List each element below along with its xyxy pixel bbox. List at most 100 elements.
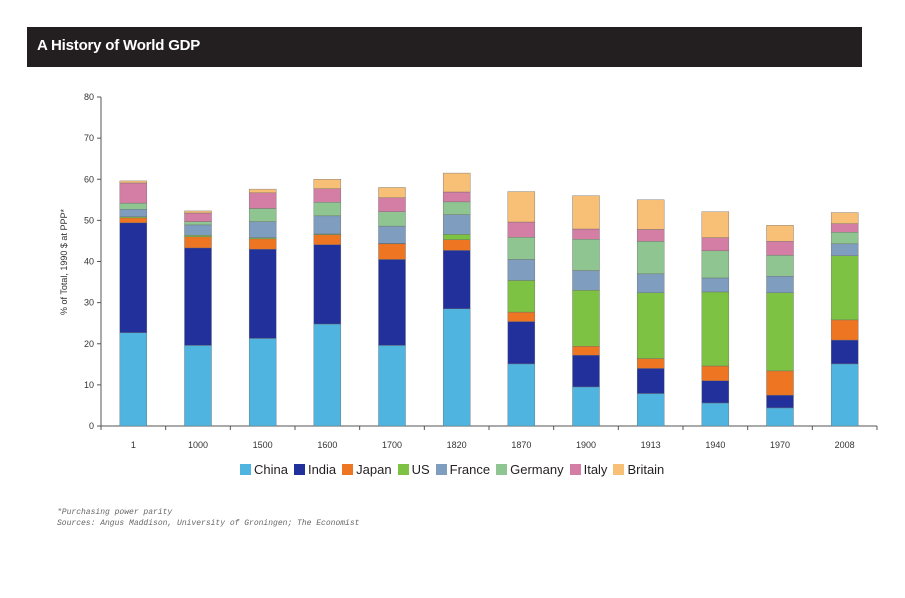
bar-segment-france-1940 bbox=[701, 277, 730, 293]
x-tick-label: 1500 bbox=[253, 440, 273, 450]
legend-label: Germany bbox=[510, 462, 564, 477]
y-tick-label: 70 bbox=[84, 133, 94, 143]
bar-segment-japan-1913 bbox=[636, 358, 665, 369]
bar-segment-france-1870 bbox=[507, 259, 536, 281]
bar-segment-britain-1970 bbox=[766, 225, 794, 242]
bar-segment-japan-2008 bbox=[830, 319, 859, 341]
bar-segment-italy-1900 bbox=[572, 228, 600, 240]
bar-segment-france-1820 bbox=[442, 214, 471, 235]
bar-segment-britain-1600 bbox=[313, 179, 342, 189]
legend-item-japan: Japan bbox=[342, 462, 392, 477]
bar-segment-germany-2008 bbox=[830, 232, 859, 245]
bar-segment-china-2008 bbox=[830, 363, 859, 427]
bar-segment-germany-1000 bbox=[184, 221, 212, 226]
bar-segment-us-1940 bbox=[701, 291, 730, 367]
bar-segment-japan-1970 bbox=[766, 370, 794, 396]
x-tick-label: 1970 bbox=[770, 440, 790, 450]
bar-segment-us-1000 bbox=[184, 234, 212, 238]
bar-segment-us-1870 bbox=[507, 280, 536, 313]
bar-segment-japan-1700 bbox=[378, 243, 406, 260]
bar-segment-us-1820 bbox=[442, 234, 471, 240]
bars bbox=[119, 172, 859, 427]
bar-segment-britain-1870 bbox=[507, 191, 536, 223]
legend-label: India bbox=[307, 462, 337, 477]
bar-segment-china-1940 bbox=[701, 402, 730, 427]
y-tick-label: 10 bbox=[84, 380, 94, 390]
bar-segment-japan-1820 bbox=[442, 239, 471, 251]
y-tick-labels: 0 10 20 30 40 50 60 70 80 bbox=[84, 92, 94, 431]
bar-segment-italy-1940 bbox=[701, 237, 730, 252]
bar-segment-germany-1940 bbox=[701, 250, 730, 279]
bar-stack-1913 bbox=[636, 199, 665, 427]
bar-stack-1940 bbox=[701, 211, 730, 427]
bar-stack-1600 bbox=[313, 179, 342, 427]
bar-segment-germany-1870 bbox=[507, 237, 536, 260]
x-tick-label: 1913 bbox=[641, 440, 661, 450]
bar-segment-germany-1900 bbox=[572, 239, 600, 271]
bar-segment-germany-1500 bbox=[248, 208, 277, 222]
bar-segment-japan-1 bbox=[119, 217, 148, 224]
legend-label: US bbox=[411, 462, 430, 477]
bar-segment-britain-1940 bbox=[701, 211, 730, 238]
bar-segment-india-1000 bbox=[184, 247, 212, 346]
bar-segment-china-1970 bbox=[766, 407, 794, 427]
legend-item-britain: Britain bbox=[613, 462, 664, 477]
bar-stack-1700 bbox=[378, 187, 406, 427]
legend-swatch bbox=[240, 464, 251, 475]
bar-segment-china-1700 bbox=[378, 345, 406, 427]
bar-segment-china-1600 bbox=[313, 323, 342, 427]
footnote-ppp: *Purchasing power parity bbox=[57, 508, 173, 517]
legend-label: France bbox=[449, 462, 491, 477]
y-tick-label: 20 bbox=[84, 339, 94, 349]
legend-item-italy: Italy bbox=[569, 462, 607, 477]
legend-item-china: China bbox=[240, 462, 288, 477]
bar-segment-britain-1700 bbox=[378, 187, 406, 198]
x-tick-label: 1870 bbox=[511, 440, 531, 450]
y-tick-label: 30 bbox=[84, 298, 94, 308]
bar-segment-britain-1913 bbox=[636, 199, 665, 230]
bar-segment-italy-1913 bbox=[636, 229, 665, 242]
chart-title: A History of World GDP bbox=[37, 37, 201, 54]
bar-segment-germany-1820 bbox=[442, 201, 471, 215]
bar-segment-germany-1600 bbox=[313, 202, 342, 217]
legend-swatch bbox=[569, 464, 581, 475]
bar-stack-2008 bbox=[830, 212, 859, 427]
bar-segment-us-1913 bbox=[636, 292, 665, 359]
axes bbox=[97, 96, 878, 430]
bar-segment-china-1913 bbox=[636, 393, 665, 427]
legend-swatch bbox=[293, 464, 305, 475]
bar-segment-france-1700 bbox=[378, 225, 406, 244]
legend-label: China bbox=[254, 462, 288, 477]
bar-segment-britain-1820 bbox=[442, 172, 471, 193]
legend-swatch bbox=[397, 464, 409, 475]
bar-segment-britain-1000 bbox=[184, 210, 212, 214]
bar-segment-italy-1970 bbox=[766, 241, 794, 256]
bar-segment-china-1820 bbox=[442, 308, 471, 427]
bar-segment-italy-1600 bbox=[313, 188, 342, 203]
legend-item-france: France bbox=[435, 462, 491, 477]
bar-segment-italy-1000 bbox=[184, 212, 212, 222]
legend-swatch bbox=[435, 464, 447, 475]
bar-segment-italy-2008 bbox=[830, 223, 859, 233]
bar-segment-china-1900 bbox=[572, 386, 600, 427]
bar-segment-india-1940 bbox=[701, 380, 730, 404]
bar-segment-india-1870 bbox=[507, 321, 536, 365]
x-tick-labels: 1 1000 1500 1600 1700 1820 1870 1900 1913 1940 197… bbox=[131, 440, 855, 450]
bar-segment-japan-1870 bbox=[507, 311, 536, 322]
footnote-sources: Sources: Angus Maddison, University of G… bbox=[57, 519, 360, 528]
bar-segment-india-1913 bbox=[636, 368, 665, 394]
y-tick-label: 50 bbox=[84, 215, 94, 225]
bar-segment-japan-1500 bbox=[248, 238, 277, 250]
bar-segment-italy-1700 bbox=[378, 197, 406, 212]
bar-segment-us-1900 bbox=[572, 290, 600, 347]
legend-item-germany: Germany bbox=[496, 462, 564, 477]
bar-segment-france-1500 bbox=[248, 221, 277, 238]
bar-segment-india-1 bbox=[119, 222, 148, 333]
x-tick-label: 1 bbox=[131, 440, 136, 450]
y-tick-label: 60 bbox=[84, 174, 94, 184]
legend: China India Japan US France Germany Italy Brita… bbox=[240, 462, 670, 477]
bar-segment-britain-2008 bbox=[830, 212, 859, 224]
bar-segment-france-1 bbox=[119, 209, 148, 217]
bar-stack-1000 bbox=[184, 210, 212, 427]
title-bar: A History of World GDP bbox=[27, 27, 862, 67]
